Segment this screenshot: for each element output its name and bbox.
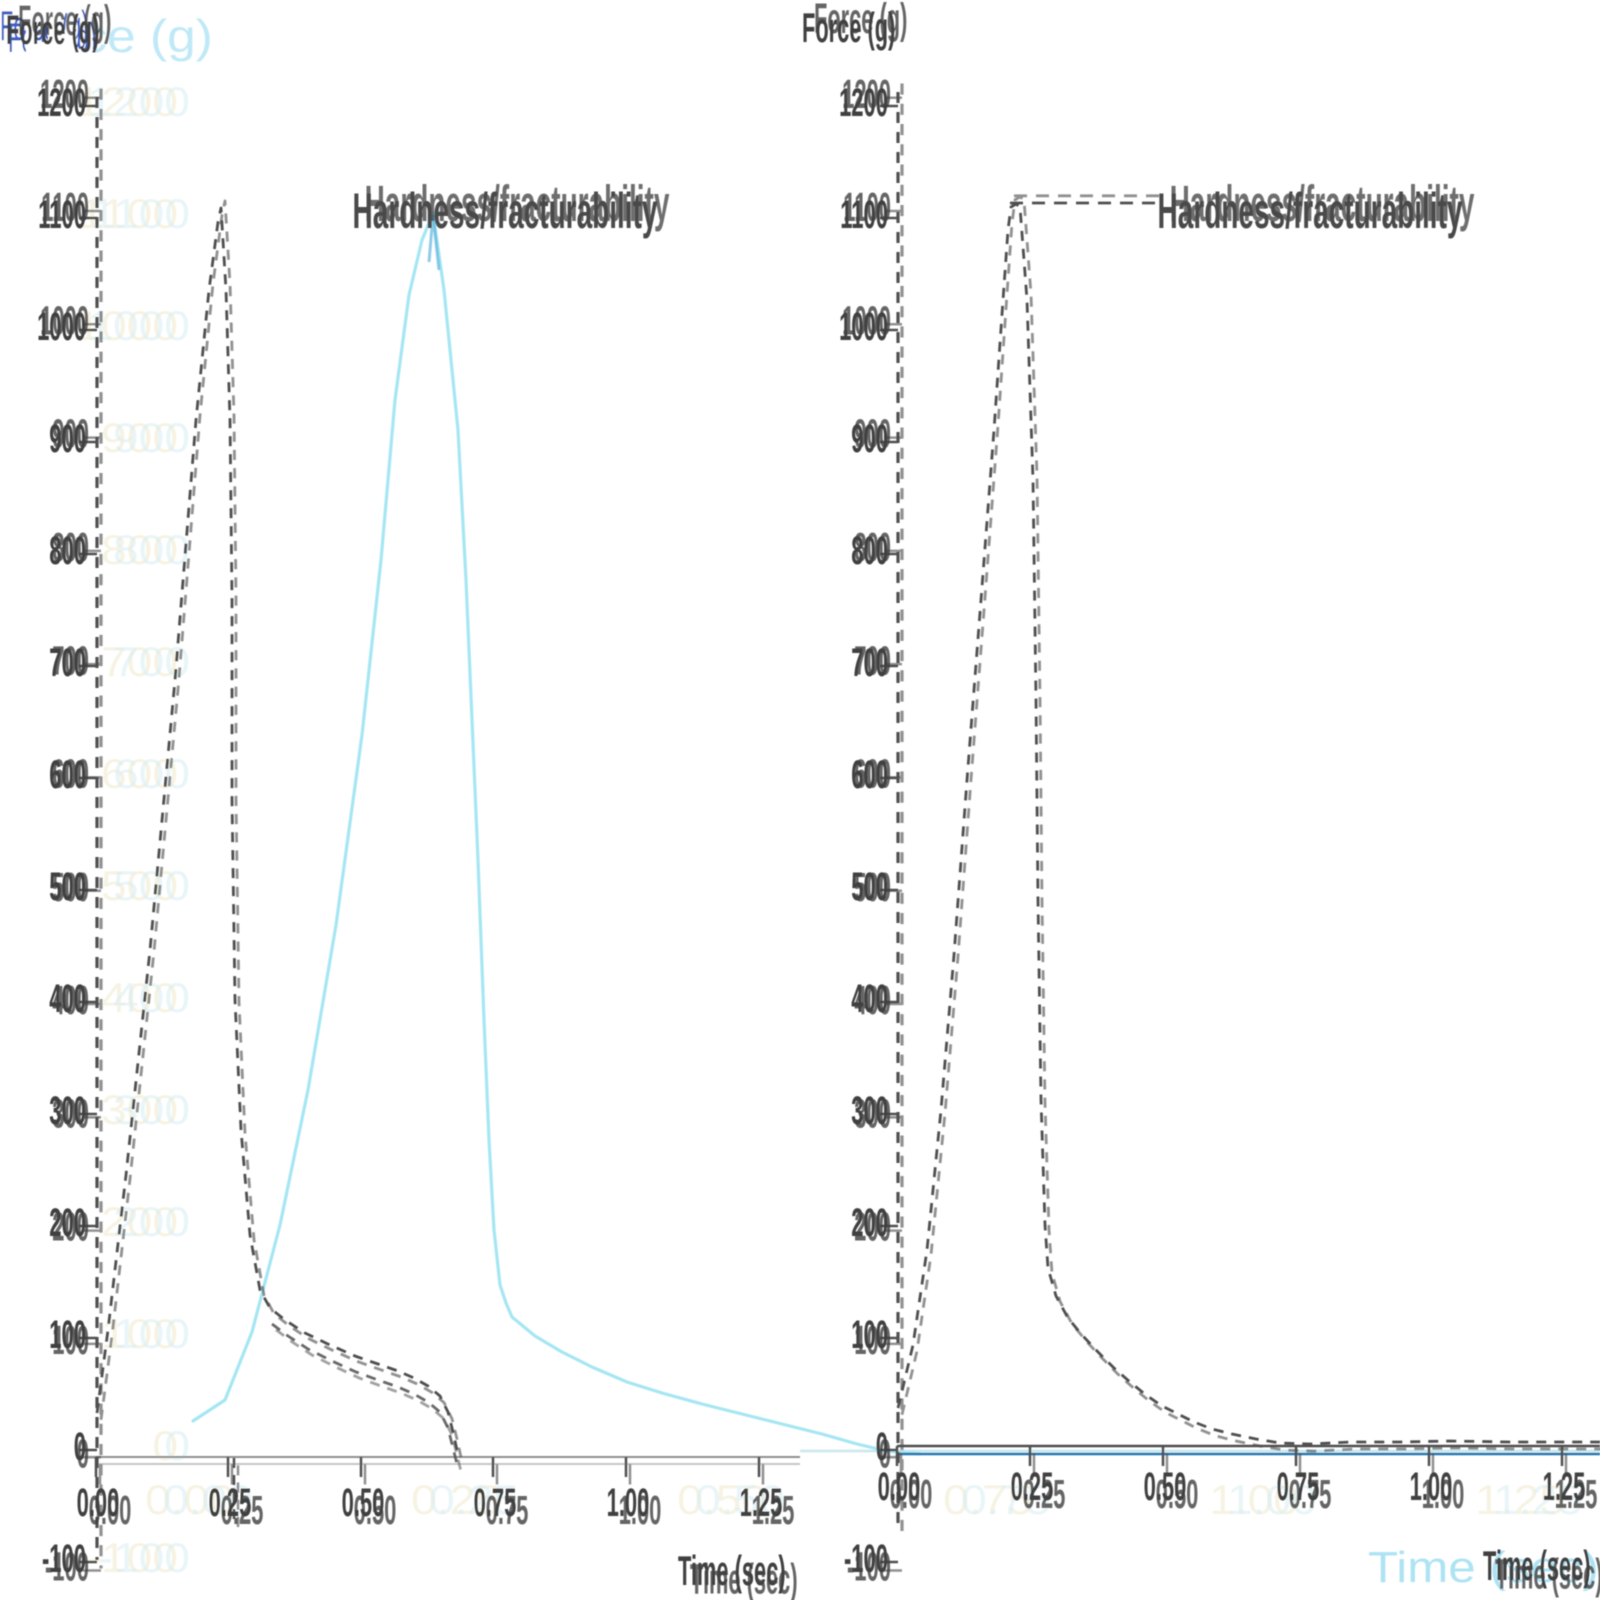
svg-text:300: 300 <box>113 1087 190 1134</box>
svg-text:200: 200 <box>101 1199 178 1246</box>
svg-text:900: 900 <box>113 415 190 462</box>
svg-text:1000: 1000 <box>87 303 190 350</box>
svg-text:1100: 1100 <box>91 191 190 238</box>
svg-text:200: 200 <box>113 1199 190 1246</box>
svg-text:600: 600 <box>113 751 190 798</box>
svg-text:0: 0 <box>164 1423 190 1470</box>
svg-text:100: 100 <box>113 1311 190 1358</box>
svg-text:0: 0 <box>152 1423 178 1470</box>
svg-text:700: 700 <box>101 639 178 686</box>
svg-text:100: 100 <box>101 1311 178 1358</box>
svg-text:1200: 1200 <box>75 79 178 126</box>
svg-text:1.00: 1.00 <box>1209 1477 1299 1524</box>
svg-text:300: 300 <box>101 1087 178 1134</box>
svg-text:1100: 1100 <box>79 191 178 238</box>
svg-text:0.75: 0.75 <box>943 1477 1033 1524</box>
svg-text:400: 400 <box>101 975 178 1022</box>
svg-text:700: 700 <box>113 639 190 686</box>
svg-text:800: 800 <box>113 527 190 574</box>
svg-text:1200: 1200 <box>87 79 190 126</box>
svg-text:1.25: 1.25 <box>1475 1477 1565 1524</box>
svg-text:-100: -100 <box>98 1535 190 1582</box>
svg-text:600: 600 <box>101 751 178 798</box>
svg-text:500: 500 <box>101 863 178 910</box>
svg-text:900: 900 <box>101 415 178 462</box>
svg-text:0.00: 0.00 <box>145 1477 235 1524</box>
svg-text:800: 800 <box>101 527 178 574</box>
svg-text:-100: -100 <box>86 1535 178 1582</box>
svg-text:500: 500 <box>113 863 190 910</box>
svg-text:1000: 1000 <box>75 303 178 350</box>
